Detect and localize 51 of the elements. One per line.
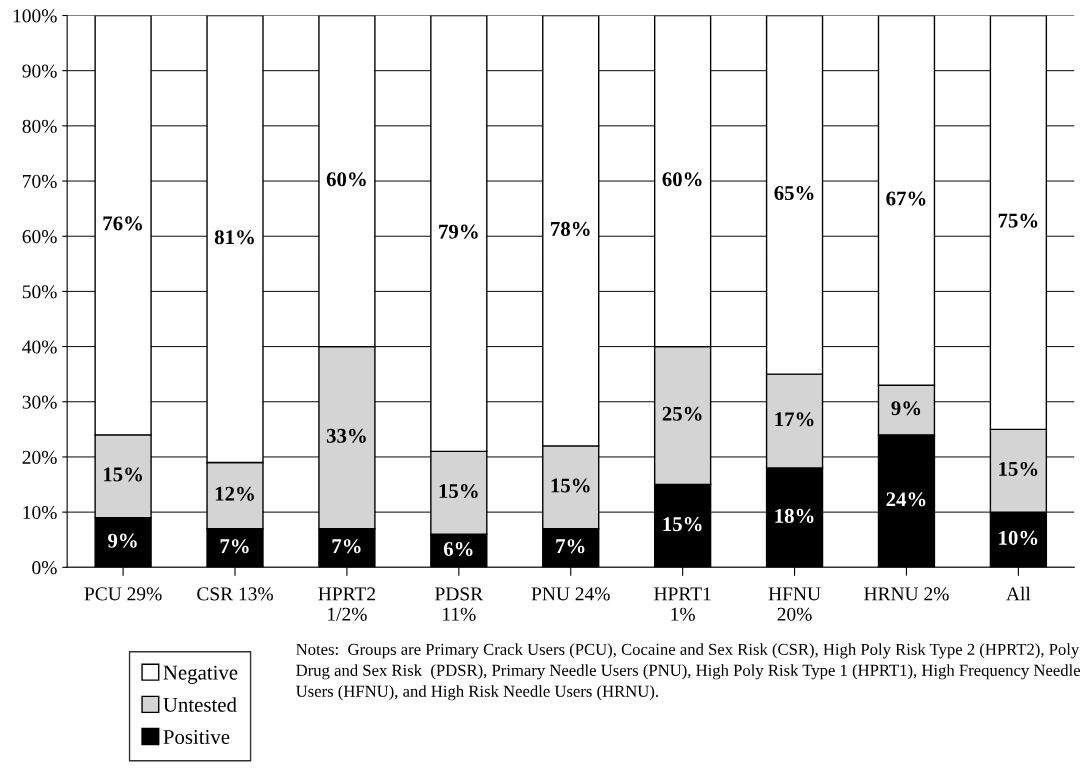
data-label: 9% [108,533,137,548]
data-label: 65% [774,185,814,201]
y-tick-label: 50% [22,285,57,299]
x-tick-label: All [1006,586,1031,601]
x-tick-label: HPRT1 1% [654,587,711,621]
x-tick-label: HFNU 20% [768,587,821,621]
data-label: 15% [999,461,1038,477]
data-label: 17% [775,412,814,427]
data-label: 15% [663,517,702,532]
legend-label: Untested [163,697,237,712]
y-tick-label: 80% [22,119,57,133]
y-tick-label: 70% [23,174,57,189]
x-tick-label: PNU 24% [531,587,610,601]
y-tick-label: 40% [22,340,57,354]
data-label: 9% [891,401,921,416]
x-tick-label: HRNU 2% [864,587,949,601]
data-label: 78% [551,221,590,236]
x-tick-label: PCU 29% [84,587,162,601]
data-label: 18% [775,508,814,523]
text: Notes: Groups are Primary Crack Users (PCU), Cocaine and Sex Risk (CSR), High Poly Risk Type 2 (HPRT2), Poly Drug and Sex Risk (PDSR), Primary Needle Users (PNU), High Poly Risk Type 1 (HPRT1), High Frequency Needle Users (HFNU), and High Risk Needle Users (HRNU). [296,643,1081,701]
y-tick-label: 90% [22,64,57,78]
data-label: 10% [999,530,1038,545]
data-label: 15% [439,483,478,499]
y-tick-label: 30% [22,395,57,409]
data-label: 60% [662,172,702,187]
y-tick-label: 0% [32,561,57,575]
legend-label: Positive [163,729,230,744]
x-tick-label: CSR 13% [197,587,273,601]
data-label: 15% [551,478,590,493]
y-tick-label: 20% [22,450,57,464]
y-tick-label: 60% [22,230,57,244]
data-label: 12% [215,486,254,501]
data-label: 6% [443,541,473,557]
data-label: 7% [220,539,249,554]
data-label: 7% [556,539,585,554]
data-label: 25% [662,406,702,421]
legend-label: Negative [163,665,238,684]
data-label: 75% [998,213,1038,228]
data-label: 33% [326,428,366,443]
y-tick-label: 100% [13,9,57,23]
y-tick-label: 10% [23,505,57,520]
x-tick-label: HPRT2 1/2% [318,587,375,621]
data-label: 81% [214,230,254,245]
data-label: 15% [103,467,142,482]
data-label: 24% [886,492,926,507]
data-label: 79% [439,224,478,239]
x-tick-label: PDSR 11% [435,587,484,621]
data-label: 67% [886,191,926,206]
data-label: 7% [332,539,361,554]
data-label: 76% [103,216,142,231]
data-label: 60% [326,172,366,187]
